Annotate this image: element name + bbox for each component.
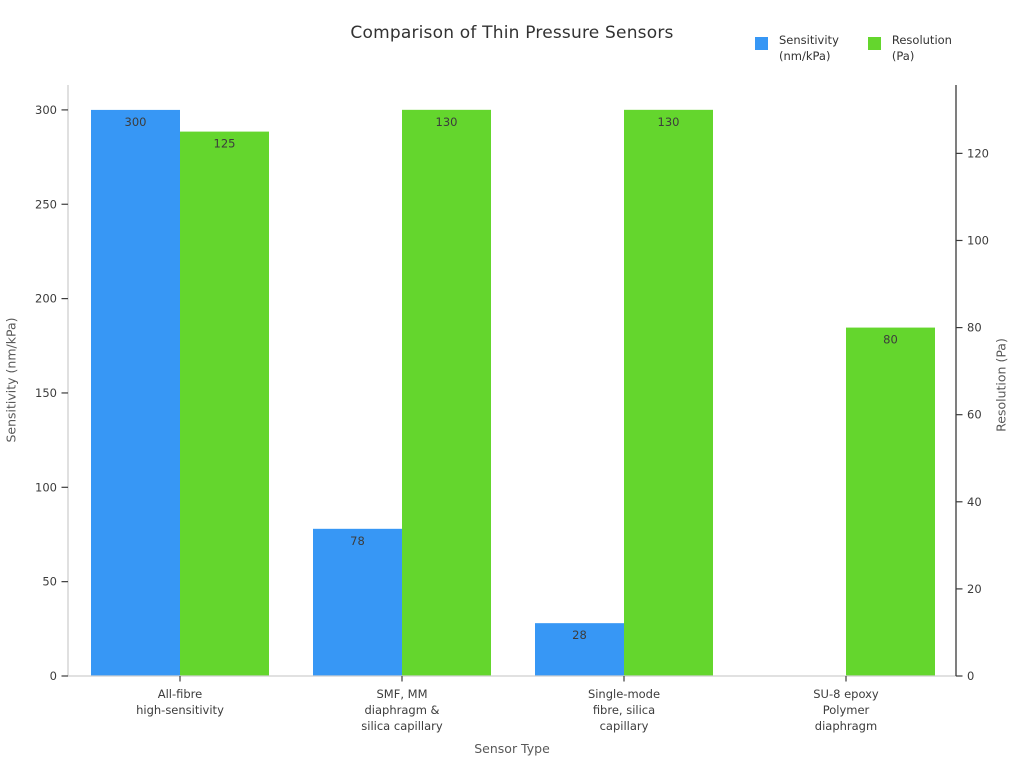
legend-label-line: Resolution: [891, 33, 952, 47]
x-tick-label: capillary: [600, 719, 649, 733]
left-tick-label: 300: [35, 103, 57, 117]
right-tick-label: 120: [967, 146, 989, 160]
left-tick-label: 150: [35, 386, 57, 400]
bar-sensitivity-1: [313, 528, 402, 676]
bar-resolution-2: [624, 109, 713, 677]
legend-item-resolution: Resolution (Pa): [867, 33, 952, 64]
x-tick-label: Polymer: [823, 703, 870, 717]
legend-label-resolution: Resolution (Pa): [892, 33, 952, 64]
right-tick-label: 20: [967, 582, 982, 596]
x-tick-label: All-fibre: [158, 687, 203, 701]
bar-value-label: 130: [658, 115, 680, 129]
right-tick-label: 0: [967, 669, 974, 683]
x-tick-label: diaphragm: [815, 719, 877, 733]
left-tick-label: 0: [50, 669, 57, 683]
legend-label-line: Sensitivity: [779, 33, 839, 47]
bar-value-label: 300: [125, 115, 147, 129]
x-axis-title: Sensor Type: [474, 741, 550, 756]
legend-label-line: (nm/kPa): [779, 48, 831, 63]
left-tick-label: 250: [35, 197, 57, 211]
legend-swatch-sensitivity-icon: [755, 37, 768, 50]
legend-swatch-resolution-icon: [867, 37, 881, 50]
bar-resolution-3: [846, 327, 935, 676]
x-tick-label: fibre, silica: [593, 703, 655, 717]
legend-label-sensitivity: Sensitivity (nm/kPa): [779, 33, 839, 64]
bar-sensitivity-0: [91, 109, 180, 677]
x-tick-label: SU-8 epoxy: [813, 687, 879, 701]
legend: Sensitivity (nm/kPa) Resolution (Pa): [755, 33, 952, 64]
right-tick-label: 80: [967, 321, 982, 335]
x-tick-label: Single-mode: [588, 687, 660, 701]
x-tick-label: SMF, MM: [377, 687, 428, 701]
bar-value-label: 28: [572, 628, 587, 642]
legend-label-line: (Pa): [891, 48, 915, 63]
bar-resolution-1: [402, 109, 491, 677]
x-tick-label: silica capillary: [361, 719, 443, 733]
right-tick-label: 40: [967, 495, 982, 509]
bar-value-label: 78: [350, 534, 365, 548]
left-tick-label: 50: [42, 575, 57, 589]
bar-value-label: 130: [436, 115, 458, 129]
right-tick-label: 100: [967, 233, 989, 247]
left-axis-title: Sensitivity (nm/kPa): [3, 317, 19, 443]
bar-resolution-0: [180, 131, 269, 676]
right-tick-label: 60: [967, 408, 982, 422]
bar-value-label: 125: [214, 137, 236, 151]
chart-title: Comparison of Thin Pressure Sensors: [350, 23, 674, 43]
right-axis-title: Resolution (Pa): [993, 338, 1009, 432]
x-tick-label: high-sensitivity: [136, 703, 224, 717]
bar-value-label: 80: [883, 333, 898, 347]
left-tick-label: 200: [35, 292, 57, 306]
legend-item-sensitivity: Sensitivity (nm/kPa): [755, 33, 839, 64]
bar-sensitivity-2: [535, 623, 624, 676]
x-tick-label: diaphragm &: [364, 703, 439, 717]
left-tick-label: 100: [35, 480, 57, 494]
